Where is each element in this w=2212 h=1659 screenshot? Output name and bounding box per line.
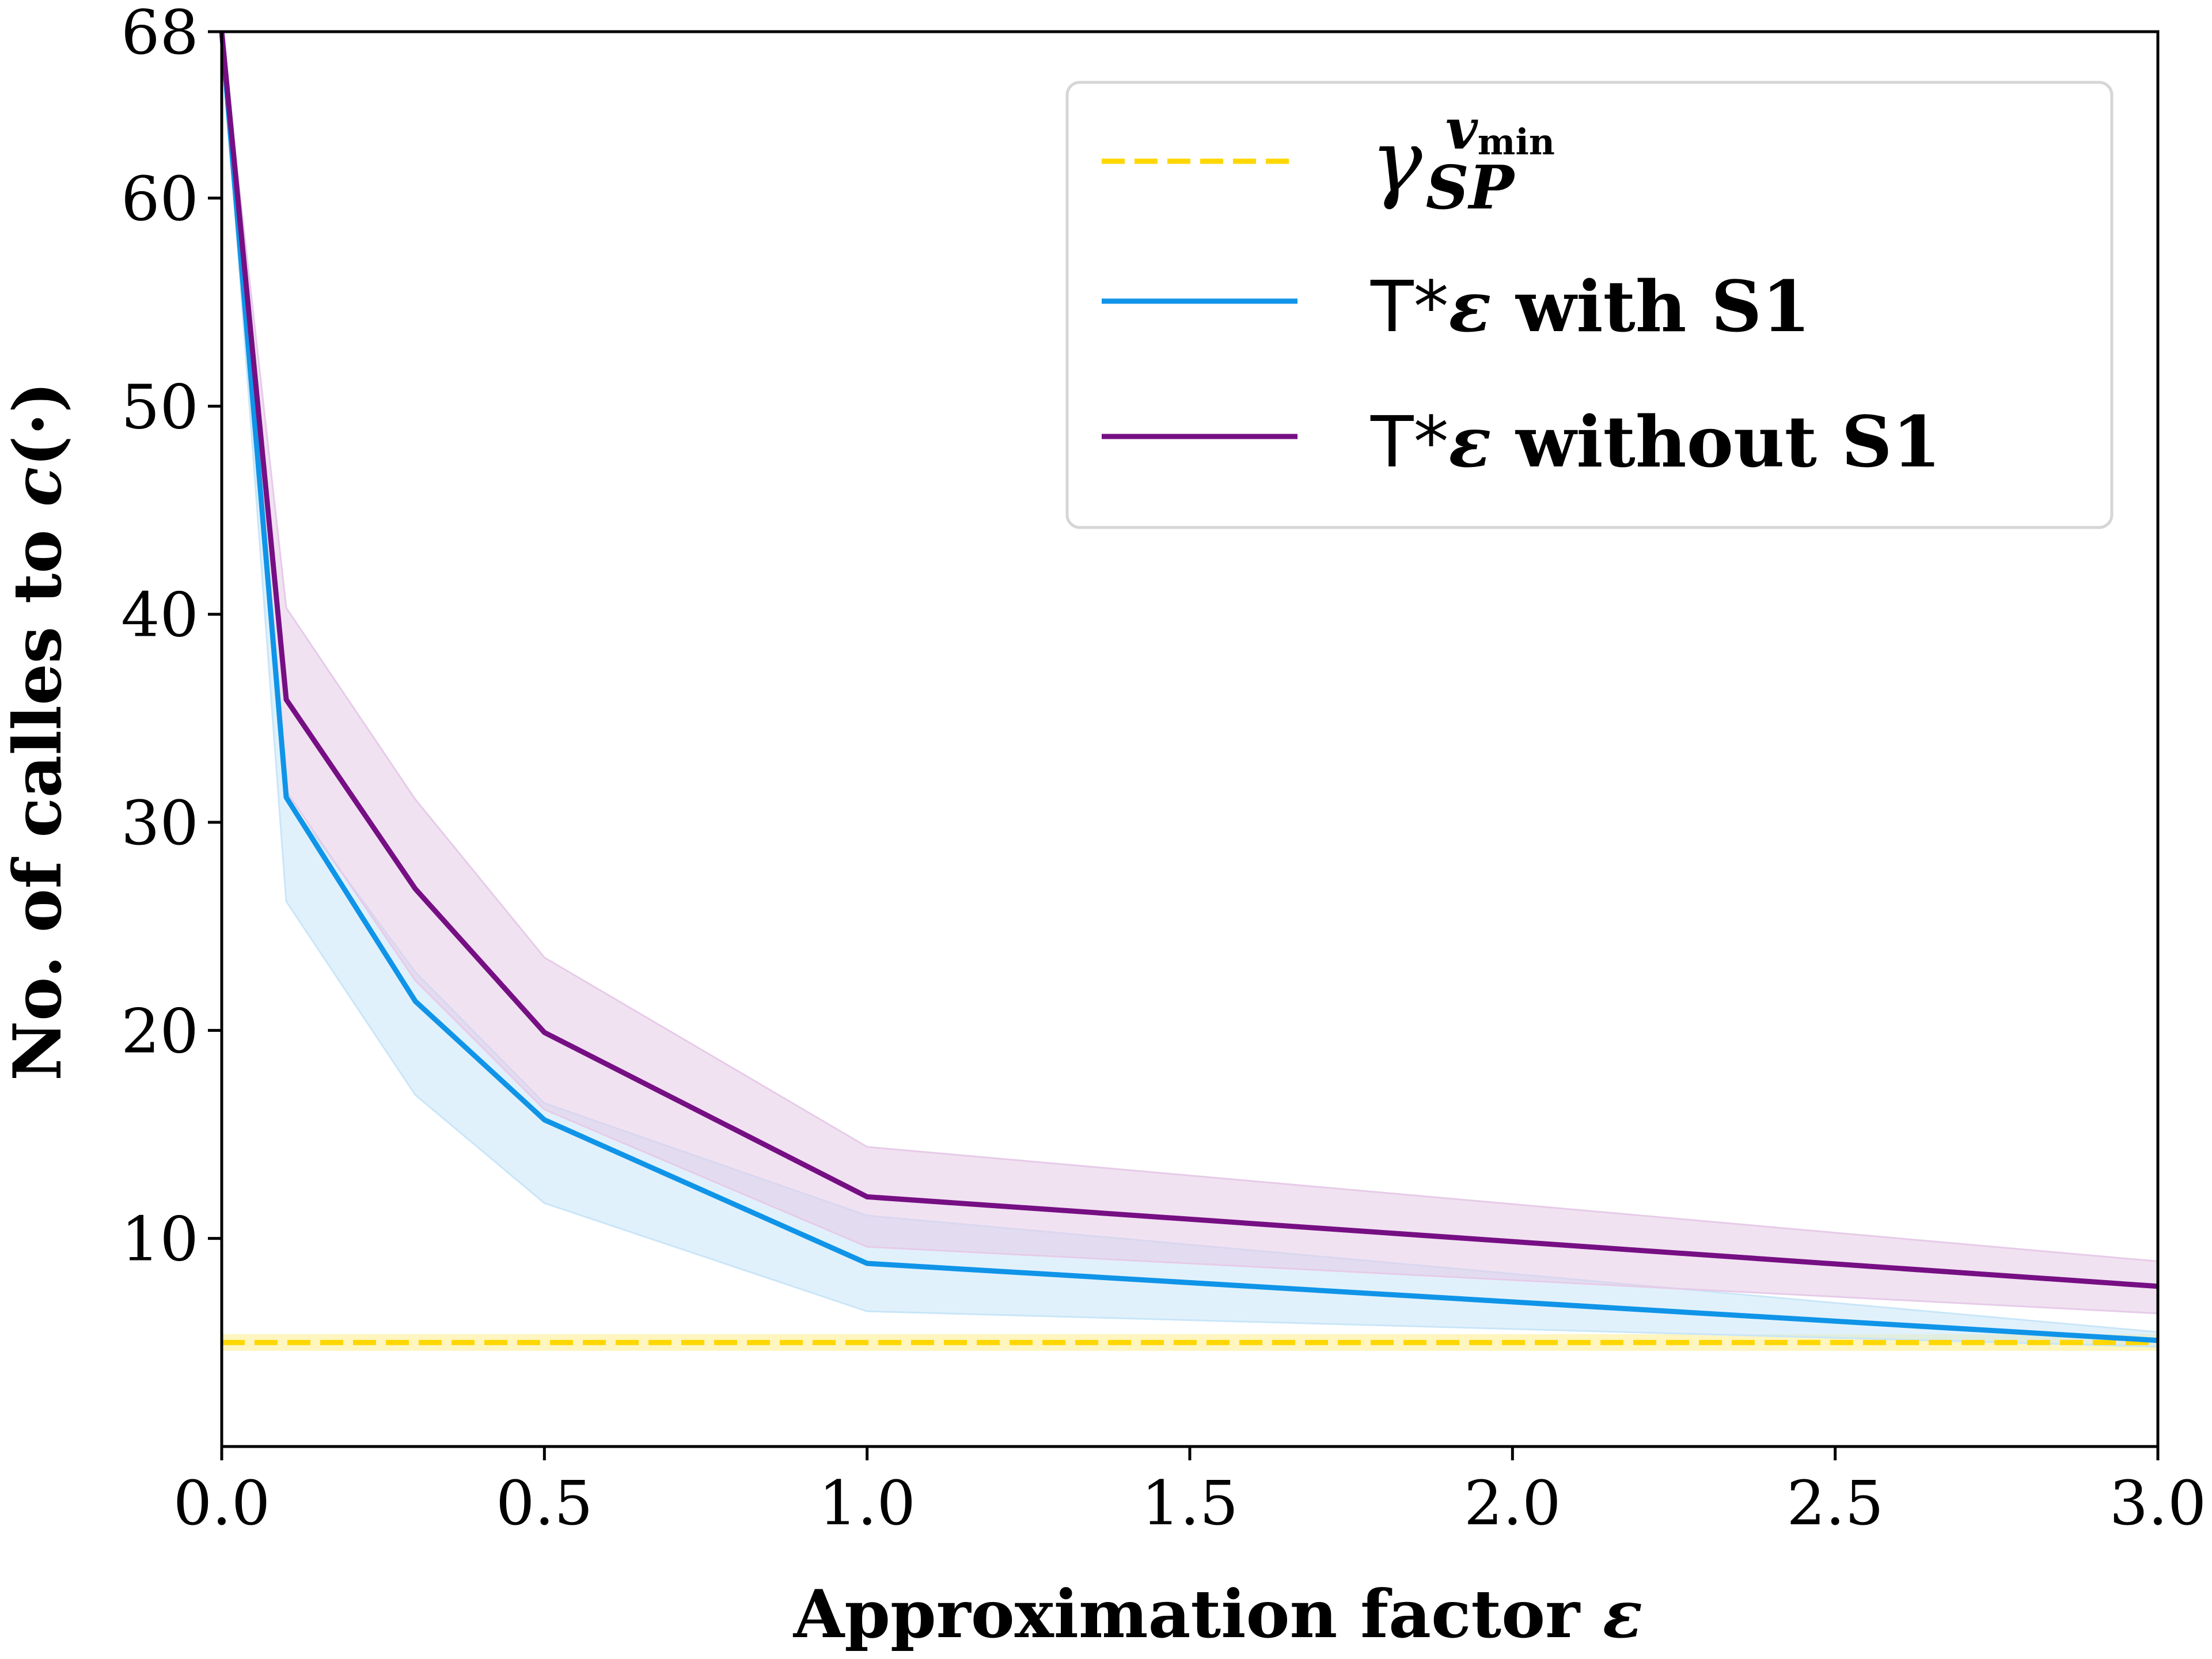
legend-with-s1-suffix: with S1 [1492,265,1811,348]
legend-label-with-s1: T*ε with S1 [1370,265,1811,348]
x-tick-label: 0.0 [173,1468,271,1539]
legend-without-s1-prefix: T* [1370,401,1449,483]
y-tick-label: 30 [121,788,199,859]
y-tick-label: 10 [121,1204,199,1275]
y-tick-label: 40 [121,580,199,651]
y-tick-label: 50 [121,371,199,442]
y-axis-label: No. of calles to c(·) [0,382,76,1081]
y-tick-label: 68 [121,0,199,68]
y-axis-label-symbol: c [0,467,76,507]
legend-label-baseline: γSPvmin [1371,97,1555,223]
y-tick-label: 20 [121,996,199,1066]
series-lines [219,31,2158,1345]
x-tick-label: 1.0 [818,1468,916,1539]
legend-baseline-sup: v [1445,97,1478,162]
x-axis-label-symbol: ε [1603,1576,1642,1653]
x-axis-label: Approximation factor ε [793,1576,1642,1653]
y-ticks: 10 20 30 40 50 60 68 [121,0,222,1275]
legend: γSPvmin T*ε with S1 T*ε without S1 [1065,81,2114,529]
legend-baseline-sup-sub: min [1478,121,1555,163]
x-tick-label: 2.5 [1786,1468,1884,1539]
x-tick-label: 3.0 [2109,1468,2207,1539]
legend-box [1065,81,2114,529]
legend-with-s1-prefix: T* [1370,266,1449,348]
legend-baseline-base: γ [1371,112,1422,212]
y-axis-label-text: No. of calles to [0,507,76,1081]
with_s1-line [219,31,2158,1343]
x-tick-label: 0.5 [496,1468,593,1539]
x-ticks: 0.0 0.5 1.0 1.5 2.0 2.5 3.0 [173,1447,2207,1539]
y-tick-label: 60 [121,164,199,234]
legend-without-s1-suffix: without S1 [1492,400,1941,483]
legend-baseline-sub: SP [1426,152,1516,223]
without_s1-line [219,31,2158,1289]
y-axis-label-args: (·) [0,382,76,467]
legend-without-s1-epsilon: ε [1449,400,1492,483]
x-tick-label: 1.5 [1141,1468,1239,1539]
legend-label-without-s1: T*ε without S1 [1370,400,1941,483]
legend-with-s1-epsilon: ε [1449,265,1492,348]
x-tick-label: 2.0 [1464,1468,1561,1539]
x-axis-label-text: Approximation factor [793,1576,1603,1653]
